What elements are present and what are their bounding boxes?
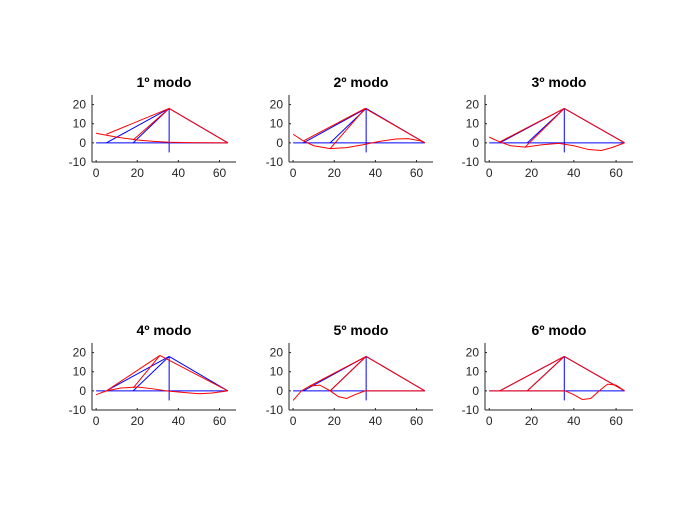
undeformed-line: [106, 355, 170, 392]
subplot-6: 6º modo 0 20 40 60 -10 0 10 20: [462, 322, 633, 428]
x-tick-label: 20: [131, 166, 145, 180]
undeformed-line: [132, 356, 170, 392]
x-tick-label: 20: [525, 166, 539, 180]
mode-shape-line: [106, 355, 161, 392]
x-tick-label: 60: [213, 166, 227, 180]
x-tick-label: 40: [172, 414, 186, 428]
y-tick-label: 10: [466, 365, 480, 379]
x-tick-label: 20: [525, 414, 539, 428]
mode-shape-line: [309, 355, 367, 387]
plot-area: [292, 355, 426, 401]
x-tick-label: 0: [486, 166, 493, 180]
mode-shape-line: [489, 383, 625, 400]
y-tick-label: 0: [276, 136, 283, 150]
plot-area: [95, 354, 229, 401]
y-tick-label: 10: [73, 365, 87, 379]
mode-shape-line: [303, 107, 366, 142]
x-tick-label: 60: [609, 166, 623, 180]
mode-shape-line: [159, 354, 229, 392]
mode-shape-line: [132, 355, 161, 389]
mode-shape-line: [524, 108, 565, 148]
subplot-title: 6º modo: [532, 322, 587, 338]
mode-shape-line: [564, 107, 625, 144]
mode-shape-line: [526, 356, 565, 392]
y-tick-label: 10: [270, 117, 284, 131]
subplot-5: 5º modo 0 20 40 60 -10 0 10 20: [266, 322, 433, 428]
mode-shape-line: [329, 356, 367, 392]
mode-shape-line: [132, 108, 170, 141]
subplot-4: 4º modo 0 20 40 60 -10 0 10 20: [69, 322, 236, 428]
subplot-title: 1º modo: [137, 74, 192, 90]
x-tick-label: 40: [567, 166, 581, 180]
x-tick-label: 0: [290, 414, 297, 428]
mode-shape-line: [499, 107, 565, 143]
y-tick-label: -10: [69, 155, 87, 169]
plot-area: [489, 107, 625, 153]
y-tick-label: 10: [466, 117, 480, 131]
mode-shape-line: [292, 133, 425, 150]
plot-area: [489, 355, 625, 401]
x-tick-label: 0: [93, 166, 100, 180]
y-tick-label: -10: [462, 403, 480, 417]
y-tick-label: 0: [472, 384, 479, 398]
subplot-2: 2º modo 0 20 40 60 -10 0 10 20: [266, 74, 433, 180]
y-tick-label: 0: [472, 136, 479, 150]
y-tick-label: 20: [466, 98, 480, 112]
subplot-title: 3º modo: [532, 74, 587, 90]
y-tick-label: 0: [276, 384, 283, 398]
mode-shape-line: [96, 132, 228, 144]
x-tick-label: 40: [369, 414, 383, 428]
undeformed-line: [168, 355, 229, 392]
mode-shape-line: [365, 355, 426, 392]
y-tick-label: 20: [466, 346, 480, 360]
x-tick-label: 0: [290, 166, 297, 180]
y-tick-label: 20: [270, 98, 284, 112]
y-tick-label: -10: [462, 155, 480, 169]
y-tick-label: 10: [73, 117, 87, 131]
x-tick-label: 60: [410, 414, 424, 428]
x-tick-label: 20: [328, 414, 342, 428]
x-tick-label: 40: [369, 166, 383, 180]
x-tick-label: 60: [213, 414, 227, 428]
x-tick-label: 40: [567, 414, 581, 428]
subplot-title: 5º modo: [334, 322, 389, 338]
subplot-3: 3º modo 0 20 40 60 -10 0 10 20: [462, 74, 633, 180]
plot-area: [292, 107, 426, 153]
y-tick-label: 0: [79, 136, 86, 150]
y-tick-label: 20: [73, 346, 87, 360]
y-tick-label: -10: [266, 155, 284, 169]
mode-shape-line: [292, 384, 425, 401]
subplot-1: 1º modo 0 20 40 60 -10 0 10 20: [69, 74, 236, 180]
x-tick-label: 20: [328, 166, 342, 180]
mode-shape-line: [95, 386, 228, 396]
mode-shape-line: [106, 107, 170, 135]
mode-shape-line: [329, 108, 366, 149]
mode-shape-line: [364, 107, 426, 144]
plot-area: [96, 107, 229, 153]
x-tick-label: 0: [93, 414, 100, 428]
y-tick-label: 20: [270, 346, 284, 360]
undeformed-line: [106, 107, 170, 144]
x-tick-label: 20: [131, 414, 145, 428]
mode-shape-line: [489, 136, 625, 152]
subplot-title: 4º modo: [137, 322, 192, 338]
y-tick-label: -10: [266, 403, 284, 417]
mode-shape-line: [564, 355, 625, 392]
undeformed-line: [303, 107, 367, 144]
subplot-title: 2º modo: [334, 74, 389, 90]
x-tick-label: 60: [609, 414, 623, 428]
y-tick-label: 20: [73, 98, 87, 112]
y-tick-label: 10: [270, 365, 284, 379]
x-tick-label: 0: [486, 414, 493, 428]
y-tick-label: 0: [79, 384, 86, 398]
y-tick-label: -10: [69, 403, 87, 417]
mode-shape-line: [499, 355, 565, 392]
x-tick-label: 40: [172, 166, 186, 180]
mode-shape-line: [168, 107, 229, 144]
x-tick-label: 60: [410, 166, 424, 180]
